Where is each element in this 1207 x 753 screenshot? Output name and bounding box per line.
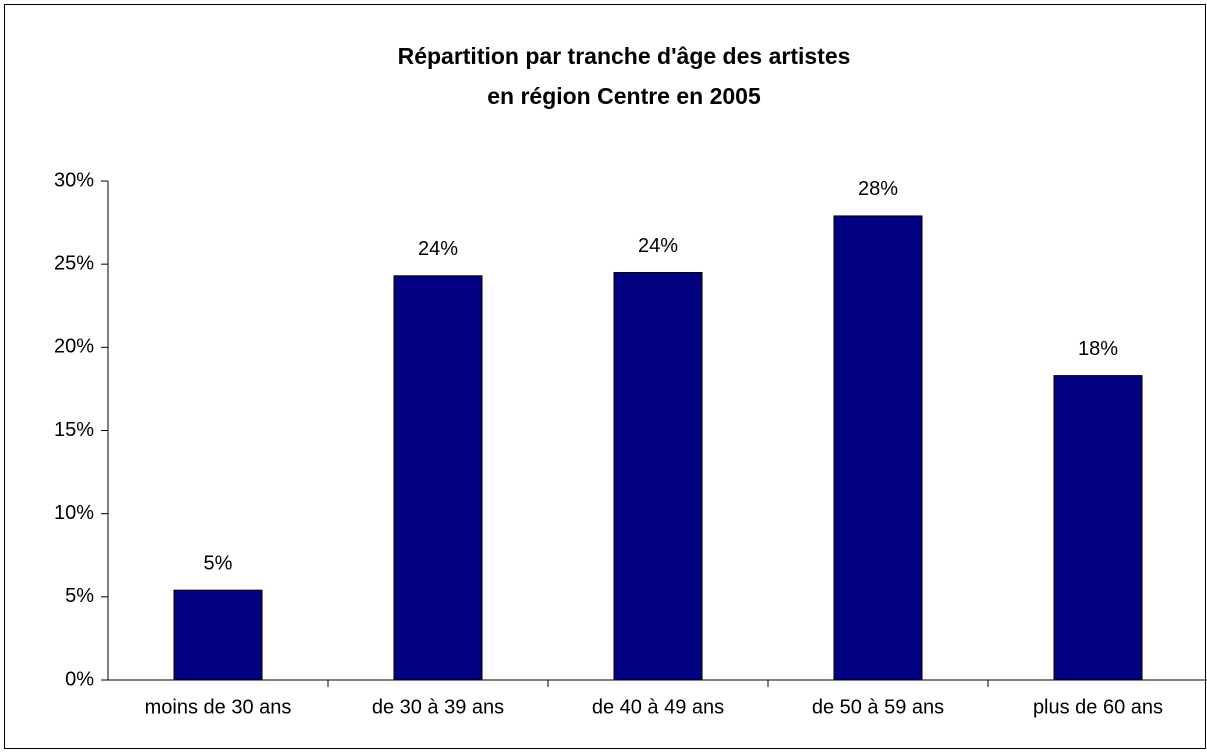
x-tick-label: plus de 60 ans xyxy=(1033,696,1163,718)
bar xyxy=(173,589,263,681)
x-tick-label: de 50 à 59 ans xyxy=(812,696,944,718)
y-tick-label: 30% xyxy=(54,169,94,191)
data-label: 5% xyxy=(204,552,233,574)
y-tick-label: 5% xyxy=(65,585,94,607)
chart-title: en région Centre en 2005 xyxy=(487,83,761,109)
bar xyxy=(833,215,923,681)
x-tick-label: de 30 à 39 ans xyxy=(372,696,504,718)
data-label: 28% xyxy=(858,178,898,200)
data-label: 24% xyxy=(418,238,458,260)
chart-title: Répartition par tranche d'âge des artist… xyxy=(398,43,851,69)
bar xyxy=(613,271,703,681)
x-tick-label: de 40 à 49 ans xyxy=(592,696,724,718)
bar xyxy=(393,275,483,681)
y-tick-label: 10% xyxy=(54,502,94,524)
data-label: 18% xyxy=(1078,338,1118,360)
x-tick-label: moins de 30 ans xyxy=(145,696,292,718)
y-tick-label: 15% xyxy=(54,419,94,441)
y-tick-label: 25% xyxy=(54,252,94,274)
data-label: 24% xyxy=(638,235,678,257)
bar xyxy=(1053,375,1143,681)
y-tick-label: 20% xyxy=(54,336,94,358)
y-tick-label: 0% xyxy=(65,668,94,690)
